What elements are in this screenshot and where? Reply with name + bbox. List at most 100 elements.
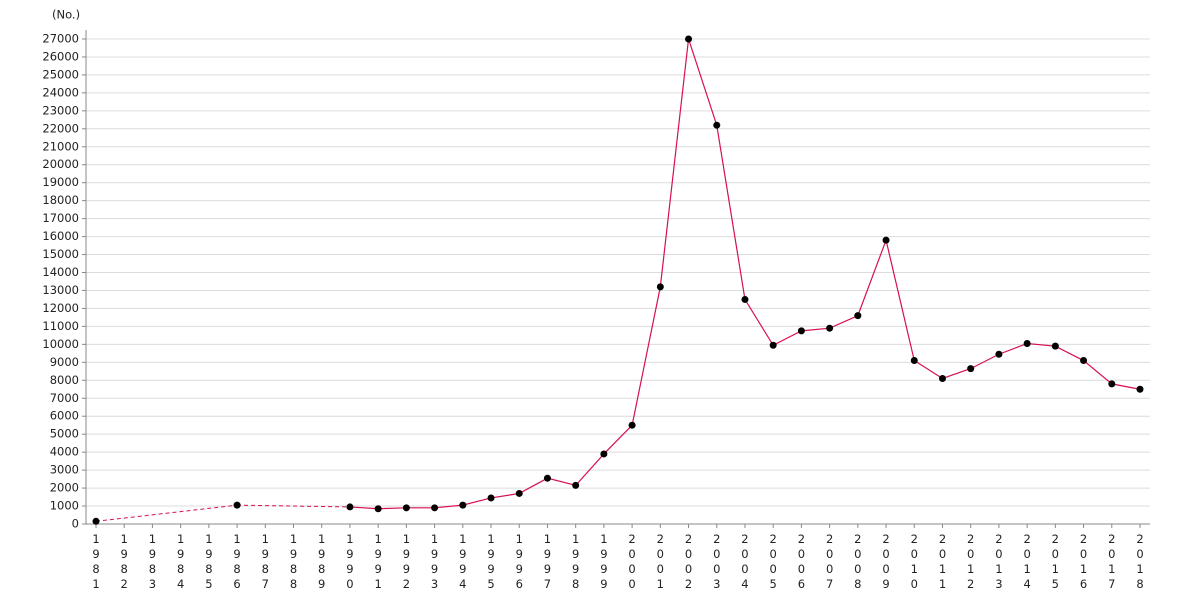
point — [826, 324, 834, 332]
x-tick-label: 2017 — [1105, 532, 1119, 592]
y-tick-label: 27000 — [42, 31, 79, 45]
point — [910, 357, 918, 365]
point — [1136, 385, 1144, 393]
point — [685, 35, 693, 43]
point — [967, 365, 975, 373]
y-tick-label: 24000 — [42, 85, 79, 99]
gap-connector — [237, 504, 350, 508]
x-tick-label: 1981 — [89, 532, 103, 592]
line — [349, 38, 1141, 510]
y-tick-label: 9000 — [50, 355, 79, 369]
x-tick-label: 1988 — [287, 532, 301, 592]
point — [1051, 342, 1059, 350]
x-tick-label: 2009 — [879, 532, 893, 592]
x-tick-label: 2005 — [766, 532, 780, 592]
x-tick-label: 2008 — [851, 532, 865, 592]
x-tick-label: 2011 — [935, 532, 949, 592]
point — [600, 450, 608, 458]
point — [882, 236, 890, 244]
point — [797, 327, 805, 335]
x-tick-label: 1982 — [117, 532, 131, 592]
x-tick-label: 1994 — [456, 532, 470, 592]
y-tick-label: 0 — [72, 517, 79, 531]
x-tick-label: 1983 — [145, 532, 159, 592]
point — [713, 121, 721, 129]
x-tick-label: 2014 — [1020, 532, 1034, 592]
x-tick-label: 1985 — [202, 532, 216, 592]
point — [1108, 380, 1116, 388]
x-tick-label: 1989 — [315, 532, 329, 592]
y-tick-label: 19000 — [42, 175, 79, 189]
x-tick-label: 1997 — [540, 532, 554, 592]
gap-connector — [95, 504, 238, 522]
x-tick-label: 2007 — [823, 532, 837, 592]
y-tick-label: 23000 — [42, 103, 79, 117]
y-tick-label: 25000 — [42, 67, 79, 81]
y-tick-label: 6000 — [50, 409, 79, 423]
y-tick-label: 10000 — [42, 337, 79, 351]
point — [374, 505, 382, 513]
x-tick-label: 2010 — [907, 532, 921, 592]
point — [572, 481, 580, 489]
point — [656, 283, 664, 291]
y-tick-label: 2000 — [50, 481, 79, 495]
y-tick-label: 12000 — [42, 301, 79, 315]
y-tick-label: 1000 — [50, 499, 79, 513]
point — [402, 504, 410, 512]
x-tick-label: 1984 — [174, 532, 188, 592]
y-tick-label: 5000 — [50, 427, 79, 441]
y-tick-label: 7000 — [50, 391, 79, 405]
x-tick-label: 2003 — [710, 532, 724, 592]
y-tick-label: 21000 — [42, 139, 79, 153]
point — [346, 503, 354, 511]
y-tick-label: 14000 — [42, 265, 79, 279]
x-tick-label: 2000 — [625, 532, 639, 592]
point — [515, 489, 523, 497]
y-tick-label: 17000 — [42, 211, 79, 225]
y-tick-label: 26000 — [42, 49, 79, 63]
y-axis-label: (No.) — [52, 8, 80, 22]
x-tick-label: 2001 — [653, 532, 667, 592]
y-tick-label: 15000 — [42, 247, 79, 261]
y-tick-label: 22000 — [42, 121, 79, 135]
x-tick-label: 1995 — [484, 532, 498, 592]
point — [487, 494, 495, 502]
point — [92, 517, 100, 525]
y-tick-label: 16000 — [42, 229, 79, 243]
point — [769, 341, 777, 349]
x-tick-label: 1992 — [399, 532, 413, 592]
point — [1080, 357, 1088, 365]
point — [628, 421, 636, 429]
point — [854, 312, 862, 320]
x-tick-label: 1999 — [597, 532, 611, 592]
y-tick-label: 8000 — [50, 373, 79, 387]
y-tick-label: 18000 — [42, 193, 79, 207]
point — [741, 295, 749, 303]
x-tick-label: 1991 — [371, 532, 385, 592]
y-tick-label: 20000 — [42, 157, 79, 171]
x-tick-label: 2013 — [992, 532, 1006, 592]
point — [1023, 339, 1031, 347]
point — [995, 350, 1003, 358]
x-tick-label: 1993 — [428, 532, 442, 592]
x-tick-label: 1998 — [569, 532, 583, 592]
x-tick-label: 2016 — [1077, 532, 1091, 592]
x-tick-label: 1986 — [230, 532, 244, 592]
x-tick-label: 2015 — [1048, 532, 1062, 592]
x-tick-label: 2004 — [738, 532, 752, 592]
point — [938, 374, 946, 382]
x-tick-label: 2002 — [682, 532, 696, 592]
x-tick-label: 1987 — [258, 532, 272, 592]
x-tick-label: 2018 — [1133, 532, 1147, 592]
y-tick-label: 4000 — [50, 445, 79, 459]
y-tick-label: 3000 — [50, 463, 79, 477]
y-tick-label: 13000 — [42, 283, 79, 297]
point — [233, 501, 241, 509]
point — [431, 504, 439, 512]
point — [543, 474, 551, 482]
x-tick-label: 1990 — [343, 532, 357, 592]
y-tick-label: 11000 — [42, 319, 79, 333]
x-tick-label: 2012 — [964, 532, 978, 592]
point — [459, 501, 467, 509]
